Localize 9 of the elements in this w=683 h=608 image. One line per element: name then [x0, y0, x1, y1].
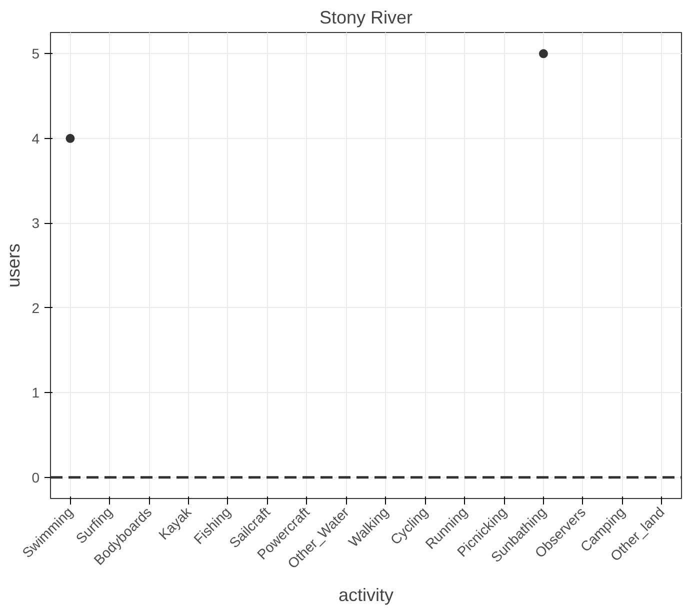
y-tick-label: 3 — [32, 215, 40, 232]
chart-title: Stony River — [319, 8, 413, 28]
y-tick-label: 4 — [32, 130, 40, 146]
x-axis-title: activity — [338, 585, 394, 606]
y-tick-label: 5 — [32, 46, 40, 62]
y-tick-label: 2 — [32, 300, 40, 316]
y-tick-label: 0 — [32, 469, 40, 486]
y-axis-title: users — [4, 243, 24, 288]
y-tick-label: 1 — [32, 384, 40, 401]
